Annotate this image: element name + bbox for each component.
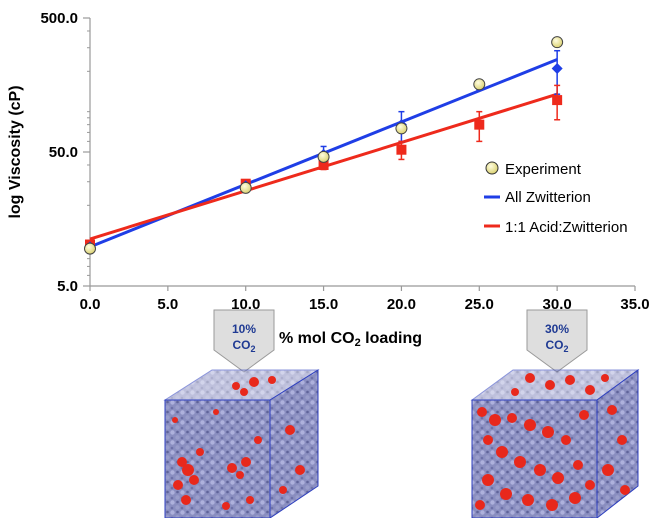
x-tick-label: 35.0: [620, 296, 649, 313]
experiment-point: [239, 181, 252, 194]
experiment-point: [473, 78, 486, 91]
all-zwitterion-point: [551, 62, 563, 74]
x-tick-label: 5.0: [157, 296, 178, 313]
y-tick-label: 5.0: [57, 278, 78, 295]
legend: Experiment All Zwitterion 1:1 Acid:Zwitt…: [484, 161, 628, 236]
experiment-point: [395, 122, 408, 135]
data-markers: [84, 36, 564, 255]
y-axis-title: log Viscosity (cP): [7, 85, 24, 218]
callout-10-species: CO2: [232, 338, 255, 354]
acid-zwitterion-point: [396, 144, 407, 155]
y-ticks: 5.0 50.0 500.0: [40, 10, 90, 295]
simulation-cube-30-percent: [470, 369, 640, 518]
x-tick-label: 30.0: [543, 296, 572, 313]
x-tick-label: 20.0: [387, 296, 416, 313]
x-tick-label: 0.0: [80, 296, 101, 313]
experiment-point: [551, 36, 564, 49]
x-tick-label: 15.0: [309, 296, 338, 313]
simulation-cube-10-percent: [163, 369, 320, 518]
experiment-point: [84, 242, 96, 255]
x-axis-title: % mol CO2 loading: [279, 330, 422, 349]
acid-zwitterion-point: [552, 95, 563, 106]
acid-zwitterion-point: [474, 119, 485, 130]
x-tick-label: 25.0: [465, 296, 494, 313]
callout-30-percent: 30% CO2: [526, 309, 588, 373]
legend-zwitterion-label: All Zwitterion: [505, 189, 591, 206]
legend-experiment-label: Experiment: [505, 161, 582, 178]
x-tick-label: 10.0: [231, 296, 260, 313]
y-tick-label: 500.0: [40, 10, 78, 27]
callout-10-percent-value: 10%: [232, 322, 256, 336]
acid-zwitterion-point: [318, 159, 329, 170]
experiment-point: [317, 150, 330, 163]
callout-30-species: CO2: [545, 338, 568, 354]
y-tick-label: 50.0: [49, 144, 78, 161]
x-ticks: 0.0 5.0 10.0 15.0 20.0 25.0 30.0 35.0: [80, 286, 650, 313]
legend-experiment-marker: [485, 161, 499, 175]
callout-10-percent: 10% CO2: [213, 309, 275, 373]
callout-30-percent-value: 30%: [545, 322, 569, 336]
legend-acid-label: 1:1 Acid:Zwitterion: [505, 219, 628, 236]
